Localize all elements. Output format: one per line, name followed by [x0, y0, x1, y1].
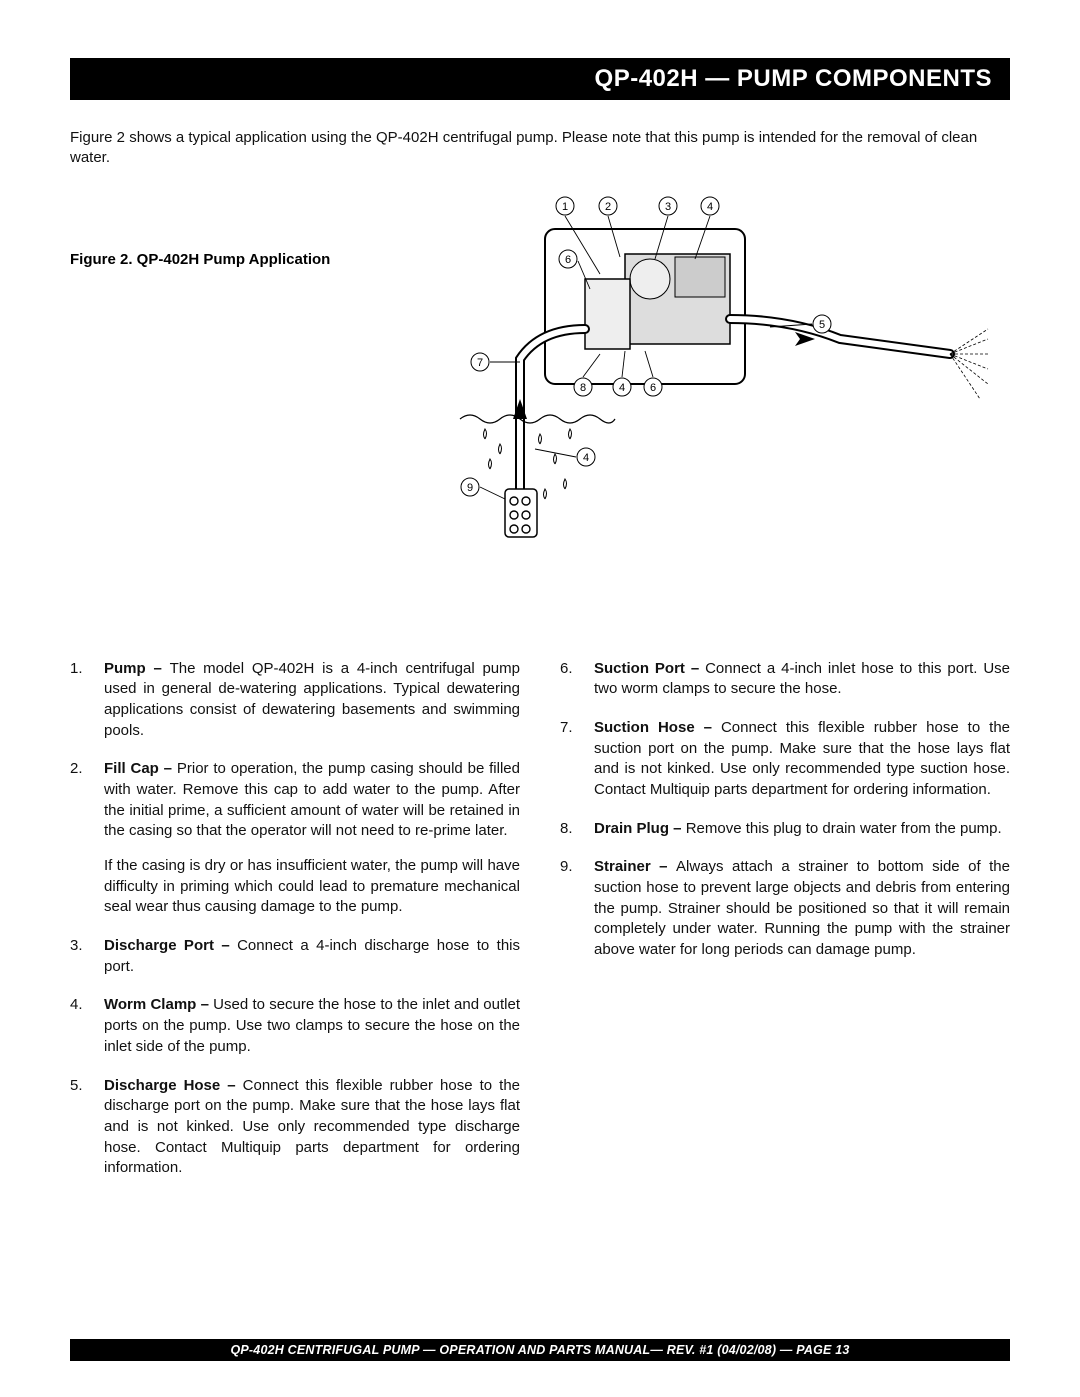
page-title: QP-402H — PUMP COMPONENTS: [595, 65, 992, 93]
component-term: Suction Hose –: [594, 719, 721, 736]
figure-area: Figure 2. QP-402H Pump Application: [70, 179, 1010, 609]
svg-text:6: 6: [650, 382, 656, 394]
callout-7: 7: [471, 353, 489, 371]
svg-text:4: 4: [583, 452, 589, 464]
svg-text:4: 4: [707, 201, 713, 213]
svg-text:5: 5: [819, 319, 825, 331]
callout-8: 8: [574, 378, 592, 396]
component-term: Worm Clamp –: [104, 996, 213, 1013]
component-item: Suction Hose – Connect this flexible rub…: [560, 718, 1010, 801]
component-item: Discharge Hose – Connect this flexible r…: [70, 1076, 520, 1179]
component-term: Suction Port –: [594, 660, 705, 677]
callout-6: 6: [644, 378, 662, 396]
component-item: Worm Clamp – Used to secure the hose to …: [70, 995, 520, 1057]
svg-text:3: 3: [665, 201, 671, 213]
component-list-right: Suction Port – Connect a 4-inch inlet ho…: [560, 659, 1010, 961]
footer-text: QP-402H CENTRIFUGAL PUMP — OPERATION AND…: [230, 1343, 849, 1357]
column-left: Pump – The model QP-402H is a 4-inch cen…: [70, 659, 520, 1197]
callout-3: 3: [659, 197, 677, 215]
callout-4: 4: [613, 378, 631, 396]
component-item: Pump – The model QP-402H is a 4-inch cen…: [70, 659, 520, 742]
callout-9: 9: [461, 478, 479, 496]
svg-text:9: 9: [467, 482, 473, 494]
svg-text:8: 8: [580, 382, 586, 394]
component-item: Discharge Port – Connect a 4-inch discha…: [70, 936, 520, 977]
component-term: Pump –: [104, 660, 170, 677]
component-item: Fill Cap – Prior to operation, the pump …: [70, 759, 520, 918]
callout-2: 2: [599, 197, 617, 215]
component-item: Strainer – Always attach a strainer to b…: [560, 857, 1010, 960]
intro-text: Figure 2 shows a typical application usi…: [70, 128, 1010, 169]
callout-1: 1: [556, 197, 574, 215]
pump-diagram: 1 2 3 4 6 5 7 8 4 6 4 9: [390, 179, 990, 579]
column-right: Suction Port – Connect a 4-inch inlet ho…: [560, 659, 1010, 1197]
svg-text:7: 7: [477, 357, 483, 369]
component-columns: Pump – The model QP-402H is a 4-inch cen…: [70, 659, 1010, 1197]
component-item: Suction Port – Connect a 4-inch inlet ho…: [560, 659, 1010, 700]
svg-text:6: 6: [565, 254, 571, 266]
component-term: Drain Plug –: [594, 820, 686, 837]
svg-text:1: 1: [562, 201, 568, 213]
callout-4: 4: [577, 448, 595, 466]
callout-5: 5: [813, 315, 831, 333]
component-list-left: Pump – The model QP-402H is a 4-inch cen…: [70, 659, 520, 1179]
header-bar: QP-402H — PUMP COMPONENTS: [70, 58, 1010, 100]
figure-caption: Figure 2. QP-402H Pump Application: [70, 251, 330, 268]
footer-bar: QP-402H CENTRIFUGAL PUMP — OPERATION AND…: [70, 1339, 1010, 1361]
component-desc: Remove this plug to drain water from the…: [686, 820, 1002, 837]
component-term: Discharge Hose –: [104, 1077, 243, 1094]
svg-text:4: 4: [619, 382, 625, 394]
callout-6: 6: [559, 250, 577, 268]
component-item: Drain Plug – Remove this plug to drain w…: [560, 819, 1010, 840]
svg-text:2: 2: [605, 201, 611, 213]
component-term: Strainer –: [594, 858, 676, 875]
component-extra: If the casing is dry or has insufficient…: [104, 856, 520, 918]
component-term: Fill Cap –: [104, 760, 177, 777]
component-term: Discharge Port –: [104, 937, 237, 954]
callout-4: 4: [701, 197, 719, 215]
